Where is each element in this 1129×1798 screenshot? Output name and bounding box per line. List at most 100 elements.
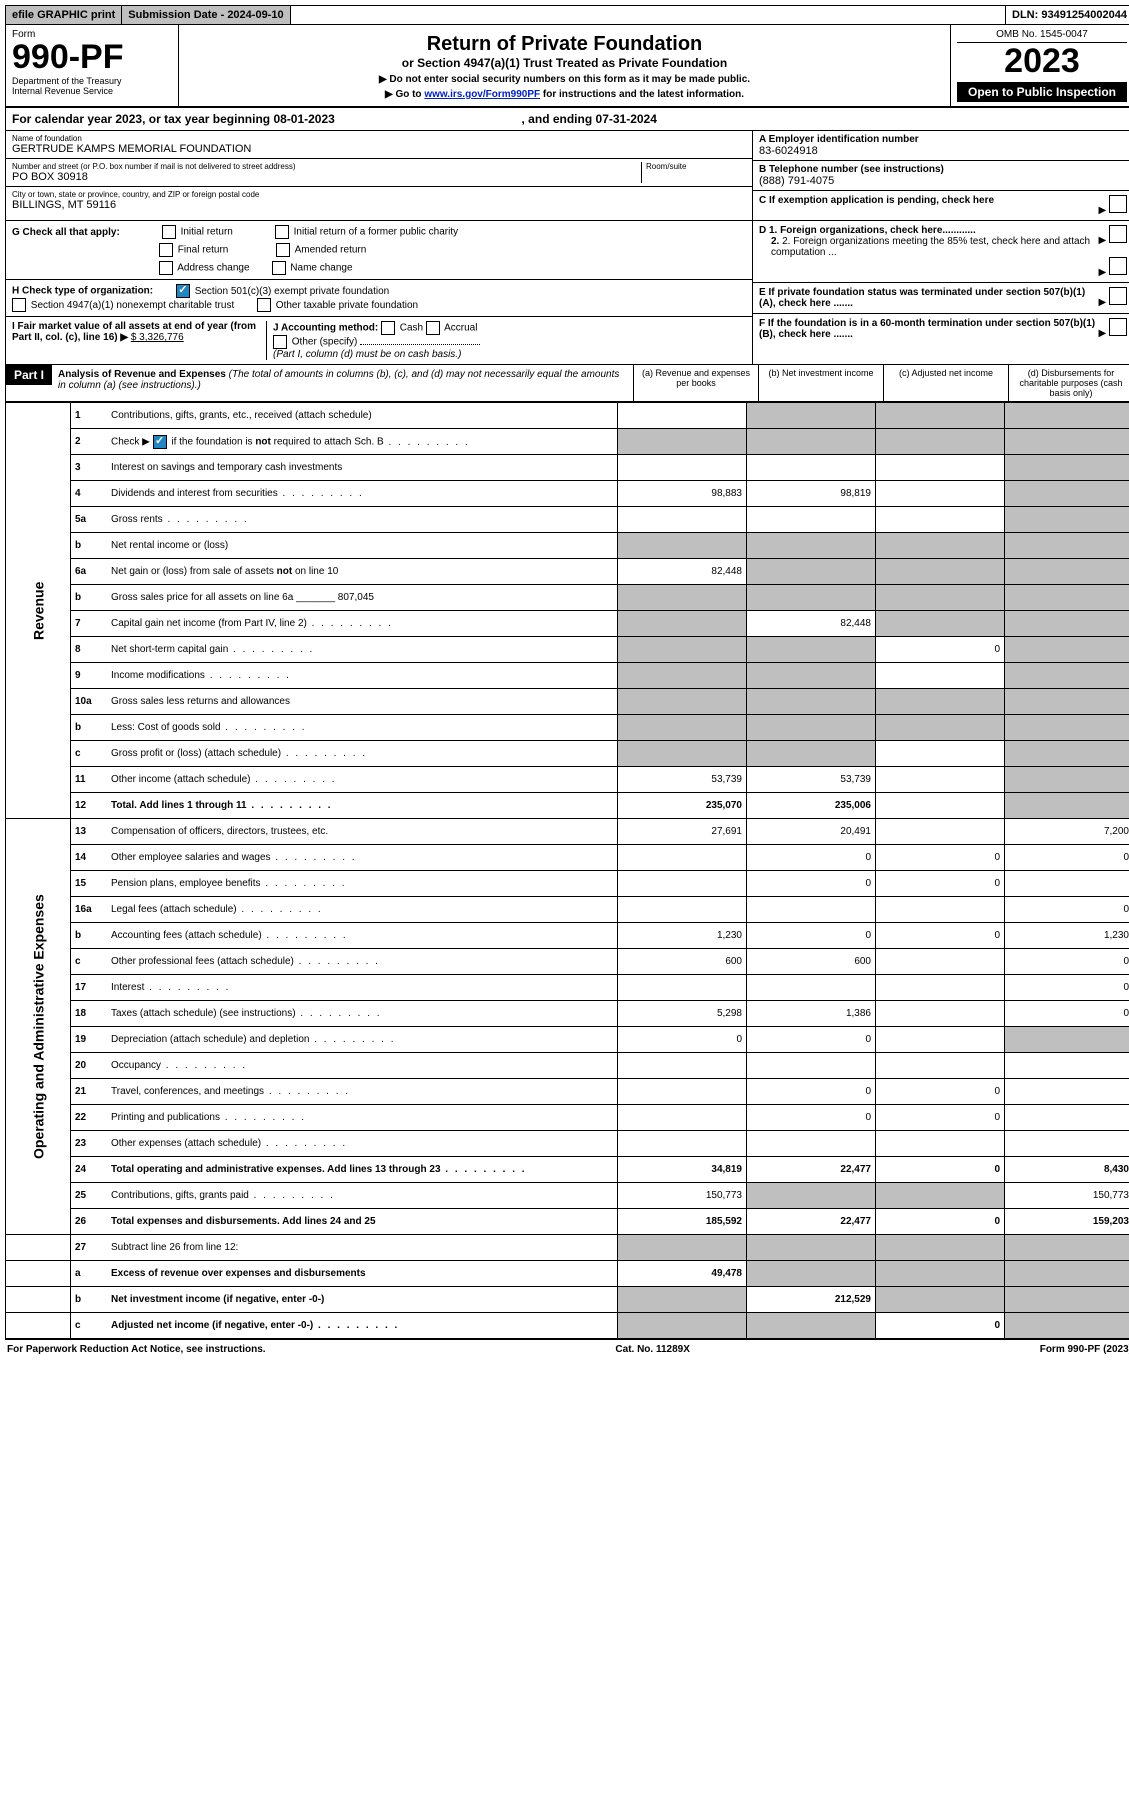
501c3-checkbox[interactable] bbox=[176, 284, 190, 298]
phone: (888) 791-4075 bbox=[759, 175, 1127, 187]
form-subtitle: or Section 4947(a)(1) Trust Treated as P… bbox=[185, 56, 944, 70]
entity-info: Name of foundation GERTRUDE KAMPS MEMORI… bbox=[5, 131, 1129, 221]
table-row: 15Pension plans, employee benefits00 bbox=[6, 871, 1129, 897]
table-row: 23Other expenses (attach schedule) bbox=[6, 1131, 1129, 1157]
table-row: Revenue1Contributions, gifts, grants, et… bbox=[6, 403, 1129, 429]
table-row: bNet rental income or (loss) bbox=[6, 533, 1129, 559]
table-row: bGross sales price for all assets on lin… bbox=[6, 585, 1129, 611]
table-row: cAdjusted net income (if negative, enter… bbox=[6, 1313, 1129, 1339]
form-header: Form 990-PF Department of the Treasury I… bbox=[5, 25, 1129, 108]
table-row: 19Depreciation (attach schedule) and dep… bbox=[6, 1027, 1129, 1053]
table-row: 27Subtract line 26 from line 12: bbox=[6, 1235, 1129, 1261]
city: BILLINGS, MT 59116 bbox=[12, 199, 746, 211]
tax-year: 2023 bbox=[957, 43, 1127, 80]
ein: 83-6024918 bbox=[759, 145, 1127, 157]
table-row: 5aGross rents bbox=[6, 507, 1129, 533]
omb-number: OMB No. 1545-0047 bbox=[957, 29, 1127, 43]
col-a-header: (a) Revenue and expenses per books bbox=[633, 365, 758, 401]
table-row: 8Net short-term capital gain0 bbox=[6, 637, 1129, 663]
4947a1-checkbox[interactable] bbox=[12, 298, 26, 312]
dept-label: Department of the Treasury Internal Reve… bbox=[12, 76, 172, 96]
table-row: aExcess of revenue over expenses and dis… bbox=[6, 1261, 1129, 1287]
table-row: 7Capital gain net income (from Part IV, … bbox=[6, 611, 1129, 637]
section-f: F If the foundation is in a 60-month ter… bbox=[753, 314, 1129, 344]
col-c-header: (c) Adjusted net income bbox=[883, 365, 1008, 401]
section-d: D 1. Foreign organizations, check here..… bbox=[753, 221, 1129, 283]
table-row: cOther professional fees (attach schedul… bbox=[6, 949, 1129, 975]
address-label: Number and street (or P.O. box number if… bbox=[12, 162, 641, 171]
d1-checkbox[interactable] bbox=[1109, 225, 1127, 243]
foundation-name: GERTRUDE KAMPS MEMORIAL FOUNDATION bbox=[12, 143, 746, 155]
other-taxable-checkbox[interactable] bbox=[257, 298, 271, 312]
table-row: 20Occupancy bbox=[6, 1053, 1129, 1079]
former-public-charity-checkbox[interactable] bbox=[275, 225, 289, 239]
table-row: 21Travel, conferences, and meetings00 bbox=[6, 1079, 1129, 1105]
other-method-checkbox[interactable] bbox=[273, 335, 287, 349]
section-g: G Check all that apply: Initial return I… bbox=[6, 221, 752, 280]
city-label: City or town, state or province, country… bbox=[12, 190, 746, 199]
efile-print-btn[interactable]: efile GRAPHIC print bbox=[6, 6, 122, 24]
section-c-label: C If exemption application is pending, c… bbox=[759, 195, 994, 216]
fmv-value: $ 3,326,776 bbox=[131, 332, 184, 343]
phone-label: B Telephone number (see instructions) bbox=[759, 164, 1127, 175]
section-label: Operating and Administrative Expenses bbox=[6, 819, 71, 1235]
col-b-header: (b) Net investment income bbox=[758, 365, 883, 401]
table-row: 9Income modifications bbox=[6, 663, 1129, 689]
table-row: cGross profit or (loss) (attach schedule… bbox=[6, 741, 1129, 767]
cash-checkbox[interactable] bbox=[381, 321, 395, 335]
table-row: 24Total operating and administrative exp… bbox=[6, 1157, 1129, 1183]
accrual-checkbox[interactable] bbox=[426, 321, 440, 335]
table-row: 4Dividends and interest from securities9… bbox=[6, 481, 1129, 507]
table-row: 10aGross sales less returns and allowanc… bbox=[6, 689, 1129, 715]
address-change-checkbox[interactable] bbox=[159, 261, 173, 275]
initial-return-checkbox[interactable] bbox=[162, 225, 176, 239]
section-c-checkbox[interactable] bbox=[1109, 195, 1127, 213]
instr-1: ▶ Do not enter social security numbers o… bbox=[185, 74, 944, 85]
table-row: bAccounting fees (attach schedule)1,2300… bbox=[6, 923, 1129, 949]
f-checkbox[interactable] bbox=[1109, 318, 1127, 336]
calendar-year-row: For calendar year 2023, or tax year begi… bbox=[5, 108, 1129, 131]
table-row: 14Other employee salaries and wages000 bbox=[6, 845, 1129, 871]
footer-left: For Paperwork Reduction Act Notice, see … bbox=[7, 1344, 266, 1355]
checks-section: G Check all that apply: Initial return I… bbox=[5, 221, 1129, 365]
e-checkbox[interactable] bbox=[1109, 287, 1127, 305]
form-title: Return of Private Foundation bbox=[185, 33, 944, 56]
final-return-checkbox[interactable] bbox=[159, 243, 173, 257]
submission-date: Submission Date - 2024-09-10 bbox=[122, 6, 290, 24]
d2-checkbox[interactable] bbox=[1109, 257, 1127, 275]
form-number: 990-PF bbox=[12, 40, 172, 74]
address: PO BOX 30918 bbox=[12, 171, 641, 183]
table-row: 2Check ▶ if the foundation is not requir… bbox=[6, 429, 1129, 455]
footer-center: Cat. No. 11289X bbox=[615, 1344, 689, 1355]
name-change-checkbox[interactable] bbox=[272, 261, 286, 275]
ein-label: A Employer identification number bbox=[759, 134, 1127, 145]
instr-2: ▶ Go to www.irs.gov/Form990PF for instru… bbox=[185, 89, 944, 100]
revenue-expense-table: Revenue1Contributions, gifts, grants, et… bbox=[5, 402, 1129, 1339]
room-label: Room/suite bbox=[646, 162, 746, 171]
page-footer: For Paperwork Reduction Act Notice, see … bbox=[5, 1339, 1129, 1359]
top-bar: efile GRAPHIC print Submission Date - 20… bbox=[5, 5, 1129, 25]
foundation-name-label: Name of foundation bbox=[12, 134, 746, 143]
amended-return-checkbox[interactable] bbox=[276, 243, 290, 257]
part-1-header: Part I Analysis of Revenue and Expenses … bbox=[5, 365, 1129, 402]
table-row: bLess: Cost of goods sold bbox=[6, 715, 1129, 741]
table-row: 18Taxes (attach schedule) (see instructi… bbox=[6, 1001, 1129, 1027]
table-row: 22Printing and publications00 bbox=[6, 1105, 1129, 1131]
section-h: H Check type of organization: Section 50… bbox=[6, 280, 752, 317]
instructions-link[interactable]: www.irs.gov/Form990PF bbox=[424, 89, 540, 100]
table-row: 3Interest on savings and temporary cash … bbox=[6, 455, 1129, 481]
table-row: 16aLegal fees (attach schedule)0 bbox=[6, 897, 1129, 923]
section-e: E If private foundation status was termi… bbox=[753, 283, 1129, 314]
table-row: 25Contributions, gifts, grants paid150,7… bbox=[6, 1183, 1129, 1209]
table-row: Operating and Administrative Expenses13C… bbox=[6, 819, 1129, 845]
part-1-label: Part I bbox=[6, 365, 52, 385]
table-row: bNet investment income (if negative, ent… bbox=[6, 1287, 1129, 1313]
section-i-j: I Fair market value of all assets at end… bbox=[6, 317, 752, 364]
open-public-badge: Open to Public Inspection bbox=[957, 82, 1127, 102]
col-d-header: (d) Disbursements for charitable purpose… bbox=[1008, 365, 1129, 401]
schb-checkbox[interactable] bbox=[153, 435, 167, 449]
table-row: 17Interest0 bbox=[6, 975, 1129, 1001]
section-label: Revenue bbox=[6, 403, 71, 819]
table-row: 6aNet gain or (loss) from sale of assets… bbox=[6, 559, 1129, 585]
table-row: 26Total expenses and disbursements. Add … bbox=[6, 1209, 1129, 1235]
